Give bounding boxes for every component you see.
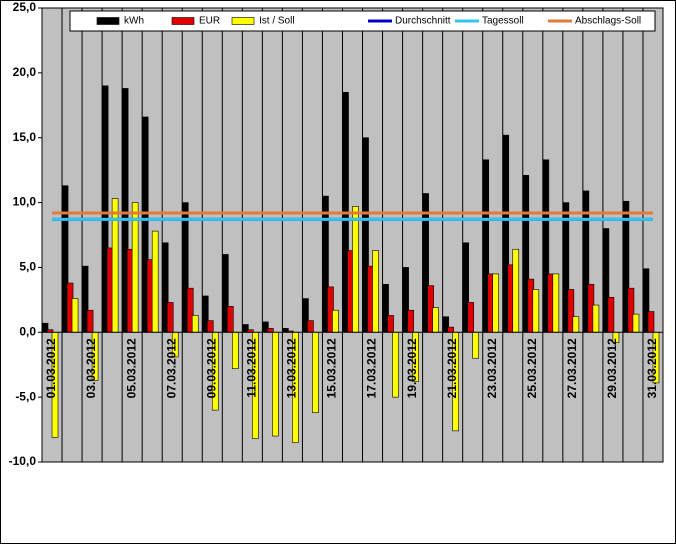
legend-label: Durchschnitt [395,16,451,27]
bar [572,316,580,333]
bar [647,311,655,333]
legend-swatch [231,17,255,25]
legend-label: Abschlags-Soll [575,16,641,27]
bar [227,306,234,333]
y-tick-label: 10,0 [13,195,37,209]
bar [206,320,214,333]
y-tick-label: 0,0 [19,324,36,338]
bar [151,230,159,333]
bar [472,331,479,359]
legend-layer: kWh EUR Ist / Soll Durchschnitt Tagessoll Abs… [96,16,641,27]
x-tick-label: 07.03.2012 [164,338,178,398]
labels-layer: -10,0 -5,0 0,0 5,0 10,0 15,0 20,0 25,0 01.03.201… [9,0,660,468]
x-tick-label: 01.03.2012 [44,338,58,398]
bar [131,202,139,333]
y-tick-label: 5,0 [19,260,36,274]
bar [332,309,339,333]
bar [272,331,279,437]
bar [372,250,379,333]
bar [407,309,414,333]
y-tick-label: 25,0 [13,0,37,14]
legend-label: kWh [124,16,144,27]
x-tick-label: 11.03.2012 [245,338,259,398]
bar [86,309,94,333]
x-tick-label: 29.03.2012 [605,338,619,398]
bar [492,273,500,333]
x-tick-label: 05.03.2012 [124,338,138,398]
bar [447,326,454,333]
bar [532,289,540,333]
marks-layer [41,85,663,443]
x-tick-label: 23.03.2012 [485,338,499,398]
y-tick-label: 20,0 [13,65,37,79]
x-tick-label: 27.03.2012 [565,338,579,398]
x-tick-label: 15.03.2012 [325,338,339,398]
legend [69,10,656,32]
x-tick-label: 25.03.2012 [525,338,539,398]
bar [307,320,314,333]
legend-swatch [171,17,195,25]
legend-label: EUR [199,16,220,27]
bar [312,331,319,414]
bar [552,273,560,333]
bar [71,298,79,333]
legend-swatch [96,17,120,25]
bar [232,331,239,369]
bar [387,315,394,333]
x-tick-label: 19.03.2012 [405,338,419,398]
bar [392,331,399,398]
bar [191,315,199,333]
bar [432,307,439,333]
bar [607,296,615,333]
legend-label: Tagessoll [482,16,524,27]
y-tick-label: -5,0 [15,389,36,403]
bar [267,328,274,333]
x-tick-label: 31.03.2012 [645,338,659,398]
bar [467,302,474,333]
y-tick-label: 15,0 [13,130,37,144]
x-tick-label: 09.03.2012 [204,338,218,398]
bar [166,302,174,333]
bar [592,304,600,333]
legend-label: Ist / Soll [259,16,295,27]
x-tick-label: 17.03.2012 [365,338,379,398]
x-tick-label: 13.03.2012 [285,338,299,398]
bar [512,248,520,333]
bar [352,206,359,333]
y-tick-label: -10,0 [9,454,37,468]
bar [632,313,640,333]
x-tick-label: 03.03.2012 [84,338,98,398]
x-tick-label: 21.03.2012 [445,338,459,398]
